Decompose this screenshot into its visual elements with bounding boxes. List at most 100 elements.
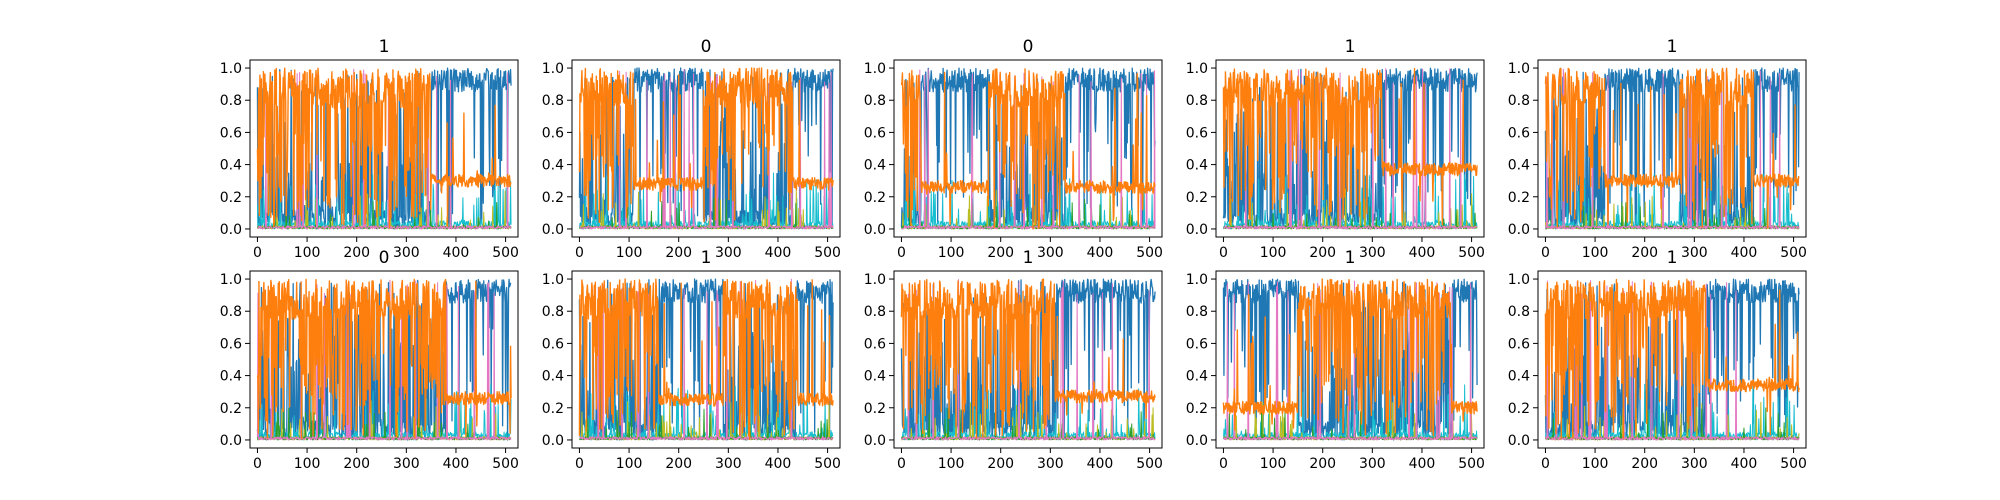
series-line-pink bbox=[579, 278, 834, 441]
series-line-orange bbox=[1544, 278, 1800, 440]
x-tick-label: 200 bbox=[987, 456, 1014, 472]
x-tick-label: 300 bbox=[715, 245, 742, 261]
x-tick-label: 500 bbox=[1458, 456, 1485, 472]
x-tick-label: 0 bbox=[1541, 245, 1550, 261]
subplot-3: 0 100 200 300 400 500 0.0 0.2 0.4 0.6 0.8 1.0 0 bbox=[864, 37, 1163, 261]
y-tick-label: 0.0 bbox=[864, 433, 886, 449]
y-tick-label: 0.8 bbox=[542, 93, 564, 109]
y-tick-label: 0.4 bbox=[220, 158, 242, 174]
x-tick-label: 200 bbox=[665, 245, 692, 261]
x-tick-label: 500 bbox=[492, 456, 519, 472]
y-tick-label: 0.6 bbox=[542, 125, 564, 141]
y-tick-label: 0.4 bbox=[1186, 158, 1208, 174]
y-tick-label: 0.2 bbox=[220, 190, 242, 206]
plot-area bbox=[900, 67, 1156, 230]
y-tick-label: 0.6 bbox=[1186, 125, 1208, 141]
x-tick-label: 500 bbox=[1136, 245, 1163, 261]
y-tick-label: 0.4 bbox=[1508, 369, 1530, 385]
series-line-orange bbox=[1544, 67, 1800, 229]
plot-area bbox=[578, 67, 834, 230]
x-tick-label: 0 bbox=[897, 245, 906, 261]
x-tick-label: 400 bbox=[765, 245, 792, 261]
y-tick-label: 0.6 bbox=[542, 336, 564, 352]
axes-frame bbox=[1537, 59, 1807, 238]
y-tick-label: 0.2 bbox=[1508, 401, 1530, 417]
x-tick-label: 500 bbox=[814, 456, 841, 472]
y-tick-label: 1.0 bbox=[542, 272, 564, 288]
x-tick-label: 200 bbox=[1309, 456, 1336, 472]
x-tick-label: 500 bbox=[492, 245, 519, 261]
x-tick-label: 100 bbox=[938, 245, 965, 261]
series-line-orange bbox=[578, 278, 834, 441]
y-tick-label: 1.0 bbox=[220, 272, 242, 288]
x-tick-label: 400 bbox=[1409, 245, 1436, 261]
y-tick-label: 0.4 bbox=[220, 369, 242, 385]
y-tick-label: 0.4 bbox=[864, 158, 886, 174]
x-tick-label: 100 bbox=[1582, 245, 1609, 261]
y-tick-label: 0.2 bbox=[220, 401, 242, 417]
x-tick-label: 300 bbox=[1681, 456, 1708, 472]
subplot-4: 0 100 200 300 400 500 0.0 0.2 0.4 0.6 0.8 1.0 1 bbox=[1186, 37, 1485, 261]
y-tick-label: 0.6 bbox=[1508, 125, 1530, 141]
x-tick-label: 0 bbox=[1219, 245, 1228, 261]
subplot-title: 0 bbox=[1023, 37, 1034, 57]
series-line-blue bbox=[256, 278, 512, 441]
subplot-2: 0 100 200 300 400 500 0.0 0.2 0.4 0.6 0.8 1.0 0 bbox=[542, 37, 841, 261]
y-tick-label: 0.0 bbox=[220, 433, 242, 449]
axes-frame bbox=[1537, 270, 1807, 449]
x-tick-label: 300 bbox=[715, 456, 742, 472]
axes-frame bbox=[1215, 270, 1485, 449]
x-tick-label: 400 bbox=[1409, 456, 1436, 472]
x-tick-label: 200 bbox=[1631, 456, 1658, 472]
axes-frame bbox=[571, 59, 841, 238]
axes-frame bbox=[571, 270, 841, 449]
x-tick-label: 0 bbox=[253, 245, 262, 261]
x-tick-label: 0 bbox=[1219, 456, 1228, 472]
subplot-title: 1 bbox=[1345, 37, 1356, 57]
plot-area bbox=[1222, 67, 1478, 230]
x-tick-label: 200 bbox=[1309, 245, 1336, 261]
plot-area bbox=[1544, 67, 1800, 230]
x-tick-label: 0 bbox=[897, 456, 906, 472]
y-tick-label: 0.0 bbox=[1186, 222, 1208, 238]
y-tick-label: 1.0 bbox=[864, 272, 886, 288]
axes-frame bbox=[249, 59, 519, 238]
x-tick-label: 400 bbox=[1731, 456, 1758, 472]
series-line-orange bbox=[578, 67, 834, 224]
y-tick-label: 0.0 bbox=[220, 222, 242, 238]
series-line-pink bbox=[1223, 68, 1478, 230]
y-tick-label: 0.2 bbox=[1186, 190, 1208, 206]
x-tick-label: 0 bbox=[1541, 456, 1550, 472]
y-tick-label: 0.2 bbox=[864, 190, 886, 206]
subplot-title: 0 bbox=[379, 248, 390, 268]
y-tick-label: 0.0 bbox=[1186, 433, 1208, 449]
axes-frame bbox=[893, 59, 1163, 238]
series-line-pink bbox=[579, 68, 834, 230]
x-tick-label: 500 bbox=[1780, 245, 1807, 261]
y-tick-label: 0.8 bbox=[1508, 93, 1530, 109]
x-tick-label: 100 bbox=[294, 456, 321, 472]
x-tick-label: 100 bbox=[1260, 245, 1287, 261]
subplot-title: 1 bbox=[1667, 37, 1678, 57]
x-tick-label: 300 bbox=[1359, 456, 1386, 472]
y-tick-label: 0.8 bbox=[864, 93, 886, 109]
y-tick-label: 0.2 bbox=[542, 401, 564, 417]
y-tick-label: 0.0 bbox=[1508, 222, 1530, 238]
y-tick-label: 0.4 bbox=[1186, 369, 1208, 385]
y-tick-label: 0.0 bbox=[1508, 433, 1530, 449]
subplot-title: 1 bbox=[1023, 248, 1034, 268]
y-tick-label: 0.8 bbox=[1186, 93, 1208, 109]
subplot-title: 1 bbox=[379, 37, 390, 57]
y-tick-label: 0.6 bbox=[220, 125, 242, 141]
subplot-title: 1 bbox=[1667, 248, 1678, 268]
x-tick-label: 500 bbox=[1136, 456, 1163, 472]
y-tick-label: 0.6 bbox=[864, 125, 886, 141]
y-tick-label: 1.0 bbox=[542, 61, 564, 77]
y-tick-label: 0.6 bbox=[1508, 336, 1530, 352]
series-line-pink bbox=[901, 279, 1156, 441]
x-tick-label: 300 bbox=[393, 456, 420, 472]
series-line-orange bbox=[1222, 67, 1478, 227]
x-tick-label: 200 bbox=[987, 245, 1014, 261]
x-tick-label: 100 bbox=[616, 245, 643, 261]
